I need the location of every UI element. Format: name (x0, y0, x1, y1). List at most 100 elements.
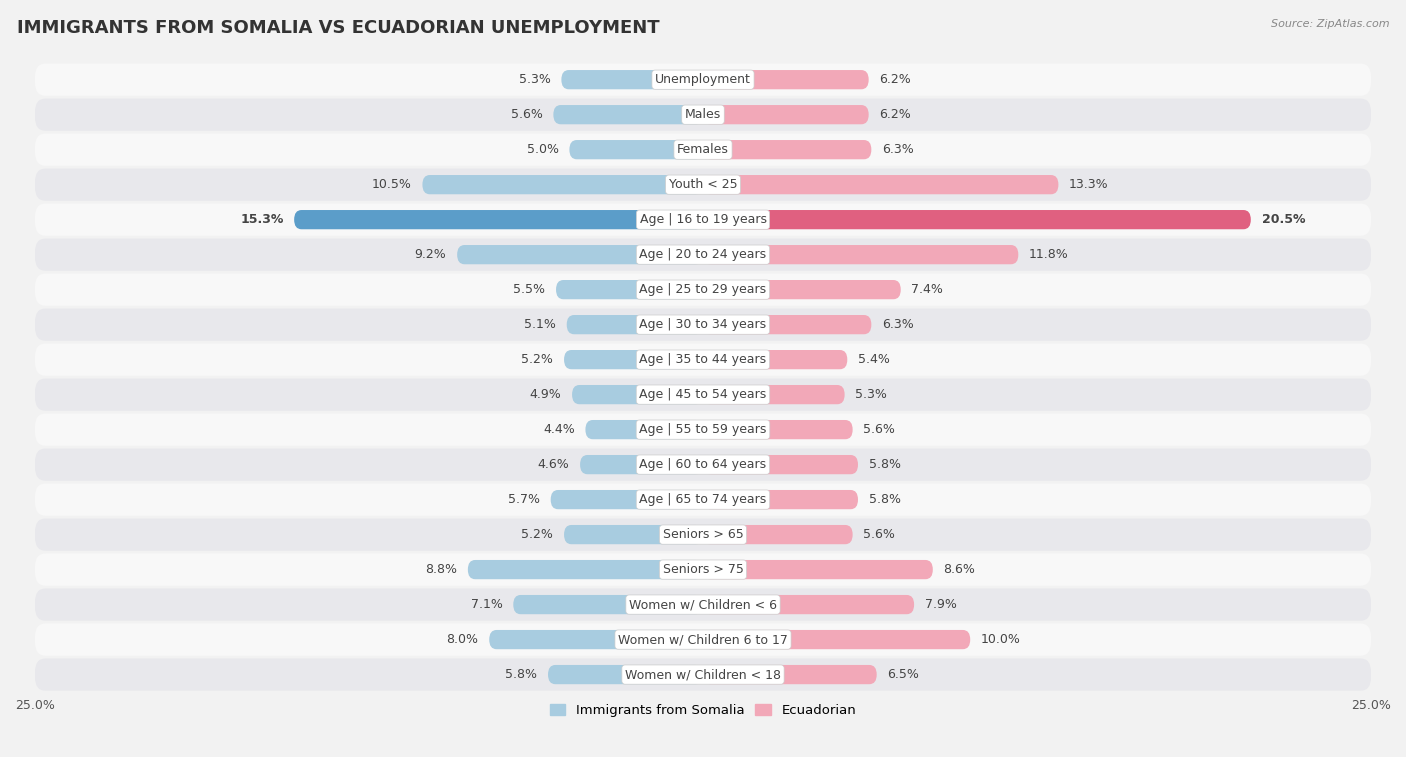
Text: Females: Females (678, 143, 728, 156)
FancyBboxPatch shape (569, 140, 703, 159)
FancyBboxPatch shape (35, 448, 1371, 481)
FancyBboxPatch shape (703, 560, 932, 579)
FancyBboxPatch shape (35, 309, 1371, 341)
FancyBboxPatch shape (703, 245, 1018, 264)
FancyBboxPatch shape (468, 560, 703, 579)
Text: Age | 16 to 19 years: Age | 16 to 19 years (640, 213, 766, 226)
Text: 4.9%: 4.9% (530, 388, 561, 401)
FancyBboxPatch shape (567, 315, 703, 335)
Text: 7.1%: 7.1% (471, 598, 502, 611)
FancyBboxPatch shape (703, 210, 1251, 229)
Text: Age | 30 to 34 years: Age | 30 to 34 years (640, 318, 766, 331)
FancyBboxPatch shape (564, 525, 703, 544)
FancyBboxPatch shape (548, 665, 703, 684)
Text: 10.5%: 10.5% (371, 178, 412, 192)
FancyBboxPatch shape (703, 105, 869, 124)
Legend: Immigrants from Somalia, Ecuadorian: Immigrants from Somalia, Ecuadorian (544, 699, 862, 722)
Text: 6.2%: 6.2% (879, 73, 911, 86)
FancyBboxPatch shape (703, 385, 845, 404)
Text: Age | 20 to 24 years: Age | 20 to 24 years (640, 248, 766, 261)
FancyBboxPatch shape (555, 280, 703, 299)
Text: 5.1%: 5.1% (524, 318, 555, 331)
Text: Youth < 25: Youth < 25 (669, 178, 737, 192)
Text: Age | 25 to 29 years: Age | 25 to 29 years (640, 283, 766, 296)
FancyBboxPatch shape (489, 630, 703, 650)
FancyBboxPatch shape (35, 64, 1371, 96)
FancyBboxPatch shape (703, 595, 914, 614)
Text: Women w/ Children < 18: Women w/ Children < 18 (626, 668, 780, 681)
FancyBboxPatch shape (561, 70, 703, 89)
Text: 7.4%: 7.4% (911, 283, 943, 296)
Text: 5.8%: 5.8% (505, 668, 537, 681)
Text: 8.0%: 8.0% (447, 633, 478, 646)
Text: 5.3%: 5.3% (519, 73, 551, 86)
Text: Age | 60 to 64 years: Age | 60 to 64 years (640, 458, 766, 471)
Text: 7.9%: 7.9% (925, 598, 956, 611)
FancyBboxPatch shape (585, 420, 703, 439)
FancyBboxPatch shape (703, 665, 877, 684)
FancyBboxPatch shape (457, 245, 703, 264)
Text: Age | 65 to 74 years: Age | 65 to 74 years (640, 493, 766, 506)
Text: Women w/ Children < 6: Women w/ Children < 6 (628, 598, 778, 611)
FancyBboxPatch shape (572, 385, 703, 404)
FancyBboxPatch shape (35, 624, 1371, 656)
FancyBboxPatch shape (551, 490, 703, 509)
Text: Unemployment: Unemployment (655, 73, 751, 86)
Text: 6.2%: 6.2% (879, 108, 911, 121)
Text: 20.5%: 20.5% (1261, 213, 1305, 226)
Text: 5.6%: 5.6% (863, 423, 896, 436)
FancyBboxPatch shape (35, 553, 1371, 586)
Text: 5.3%: 5.3% (855, 388, 887, 401)
FancyBboxPatch shape (703, 350, 848, 369)
FancyBboxPatch shape (703, 175, 1059, 195)
FancyBboxPatch shape (422, 175, 703, 195)
FancyBboxPatch shape (703, 630, 970, 650)
Text: 10.0%: 10.0% (981, 633, 1021, 646)
Text: 6.5%: 6.5% (887, 668, 920, 681)
FancyBboxPatch shape (35, 519, 1371, 550)
FancyBboxPatch shape (35, 588, 1371, 621)
Text: 4.6%: 4.6% (537, 458, 569, 471)
Text: 5.2%: 5.2% (522, 353, 554, 366)
Text: 8.6%: 8.6% (943, 563, 976, 576)
FancyBboxPatch shape (703, 455, 858, 474)
Text: 5.0%: 5.0% (527, 143, 558, 156)
FancyBboxPatch shape (35, 413, 1371, 446)
Text: Age | 55 to 59 years: Age | 55 to 59 years (640, 423, 766, 436)
FancyBboxPatch shape (581, 455, 703, 474)
Text: 5.5%: 5.5% (513, 283, 546, 296)
Text: 11.8%: 11.8% (1029, 248, 1069, 261)
FancyBboxPatch shape (703, 70, 869, 89)
Text: Males: Males (685, 108, 721, 121)
Text: 8.8%: 8.8% (425, 563, 457, 576)
Text: 5.6%: 5.6% (863, 528, 896, 541)
FancyBboxPatch shape (703, 420, 852, 439)
Text: 15.3%: 15.3% (240, 213, 284, 226)
FancyBboxPatch shape (35, 344, 1371, 375)
Text: Age | 35 to 44 years: Age | 35 to 44 years (640, 353, 766, 366)
Text: 6.3%: 6.3% (882, 318, 914, 331)
FancyBboxPatch shape (703, 280, 901, 299)
Text: 4.4%: 4.4% (543, 423, 575, 436)
Text: Source: ZipAtlas.com: Source: ZipAtlas.com (1271, 19, 1389, 29)
Text: 5.6%: 5.6% (510, 108, 543, 121)
FancyBboxPatch shape (703, 315, 872, 335)
Text: Women w/ Children 6 to 17: Women w/ Children 6 to 17 (619, 633, 787, 646)
FancyBboxPatch shape (703, 490, 858, 509)
Text: 5.2%: 5.2% (522, 528, 554, 541)
Text: 5.7%: 5.7% (508, 493, 540, 506)
FancyBboxPatch shape (35, 659, 1371, 690)
Text: 5.4%: 5.4% (858, 353, 890, 366)
Text: Age | 45 to 54 years: Age | 45 to 54 years (640, 388, 766, 401)
Text: 5.8%: 5.8% (869, 458, 901, 471)
FancyBboxPatch shape (35, 484, 1371, 516)
FancyBboxPatch shape (35, 378, 1371, 411)
Text: Seniors > 75: Seniors > 75 (662, 563, 744, 576)
FancyBboxPatch shape (35, 204, 1371, 235)
FancyBboxPatch shape (703, 140, 872, 159)
Text: 6.3%: 6.3% (882, 143, 914, 156)
Text: IMMIGRANTS FROM SOMALIA VS ECUADORIAN UNEMPLOYMENT: IMMIGRANTS FROM SOMALIA VS ECUADORIAN UN… (17, 19, 659, 37)
FancyBboxPatch shape (294, 210, 703, 229)
FancyBboxPatch shape (513, 595, 703, 614)
Text: 13.3%: 13.3% (1069, 178, 1109, 192)
